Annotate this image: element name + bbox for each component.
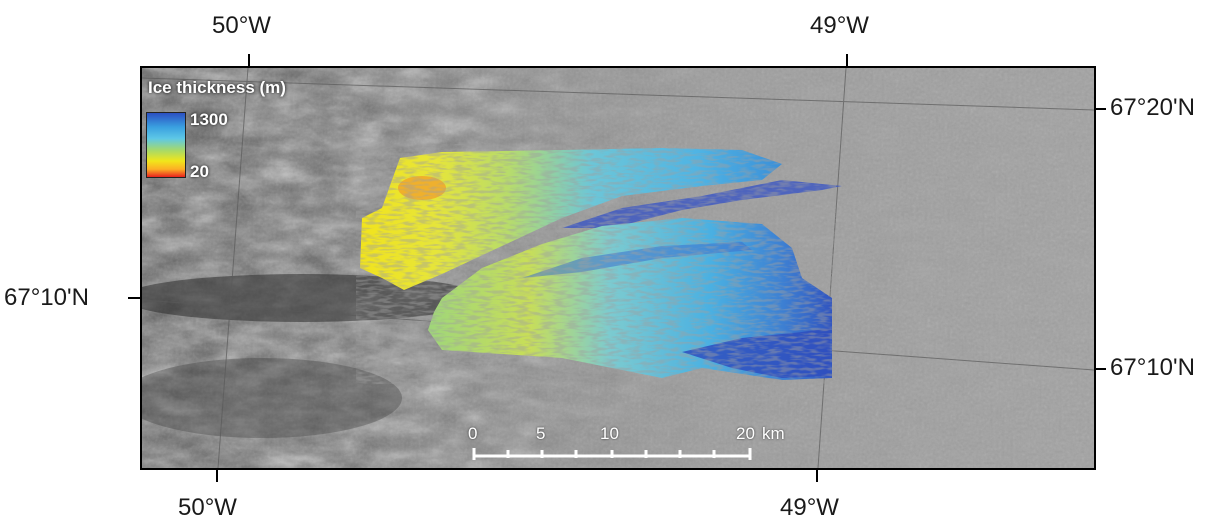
tick-top-right (846, 54, 848, 66)
legend-min-label: 20 (190, 162, 209, 181)
tick-bottom-right (816, 470, 818, 482)
ice-thickness-overlay (356, 144, 842, 384)
lon-label-bottom-left: 50°W (178, 494, 237, 521)
legend-max-label: 1300 (190, 110, 228, 129)
tick-right-bottom (1096, 368, 1106, 370)
lon-label-top-right: 49°W (810, 12, 869, 39)
tick-left (128, 297, 140, 299)
legend-color-ramp (146, 112, 186, 178)
scale-label-0: 0 (468, 424, 478, 443)
satellite-map[interactable]: Ice thickness (m) 1300 20 0 5 10 20 km (140, 66, 1096, 470)
tick-bottom-left (216, 470, 218, 482)
lat-label-right-bottom: 67°10'N (1110, 354, 1195, 381)
lon-label-top-left: 50°W (212, 12, 271, 39)
dark-ridge (142, 358, 402, 438)
scale-unit: km (762, 424, 785, 443)
lon-label-bottom-right: 49°W (780, 494, 839, 521)
scale-label-10: 10 (600, 424, 619, 443)
tick-right-top (1096, 108, 1106, 110)
thickness-speckle (356, 144, 836, 384)
scale-label-5: 5 (536, 424, 546, 443)
scale-label-20: 20 (736, 424, 755, 443)
map-canvas (142, 68, 1094, 468)
lat-label-right-top: 67°20'N (1110, 94, 1195, 121)
lat-label-left: 67°10'N (4, 284, 89, 311)
scale-bar (472, 448, 752, 460)
legend-title: Ice thickness (m) (148, 78, 286, 97)
tick-top-left (248, 54, 250, 66)
